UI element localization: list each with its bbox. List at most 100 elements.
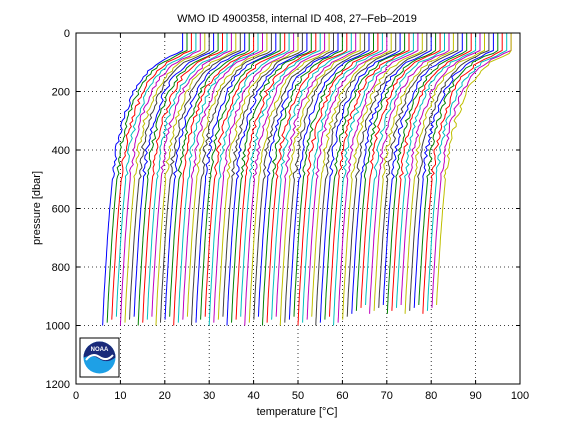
profile-line: [182, 33, 263, 320]
profile-line: [164, 33, 246, 320]
profile-line: [213, 33, 295, 323]
y-tick-label: 0: [64, 28, 70, 40]
profile-line: [169, 33, 250, 317]
profile-line: [208, 33, 290, 326]
profile-line: [155, 33, 237, 326]
x-tick-label: 40: [247, 390, 259, 402]
profile-line: [315, 33, 397, 326]
profile-line: [262, 33, 343, 326]
profile-line: [391, 33, 472, 311]
profile-line: [151, 33, 232, 317]
profile-line: [373, 33, 454, 311]
profile-line: [271, 33, 352, 320]
profile-line: [235, 33, 317, 320]
x-tick-label: 50: [292, 390, 304, 402]
x-tick-label: 60: [336, 390, 348, 402]
logo-top-half: [83, 341, 116, 362]
x-tick-label: 100: [511, 390, 529, 402]
profile-line: [124, 33, 206, 323]
x-tick-label: 10: [114, 390, 126, 402]
profile-line: [386, 33, 468, 314]
profile-line: [186, 33, 268, 317]
profile-line: [436, 33, 512, 306]
profile-line: [426, 33, 508, 311]
logo-gull-icon: [85, 354, 114, 361]
profile-line: [217, 33, 299, 320]
x-tick-label: 20: [159, 390, 171, 402]
profile-line: [355, 33, 437, 311]
y-tick-label: 1000: [46, 321, 70, 333]
profile-line: [337, 33, 419, 323]
y-axis-ticks: 0 200 400 600 800 1000 1200: [46, 28, 520, 391]
profile-line: [431, 33, 512, 308]
profile-line: [142, 33, 223, 323]
profile-line: [248, 33, 330, 323]
profile-line: [253, 33, 334, 320]
x-tick-label: 80: [425, 390, 437, 402]
x-axis-label: temperature [°C]: [257, 406, 338, 418]
profile-line: [133, 33, 215, 317]
profile-line: [204, 33, 286, 317]
profile-line: [396, 33, 477, 308]
profile-line: [346, 33, 428, 317]
profile-line: [409, 33, 490, 311]
x-tick-label: 0: [73, 390, 79, 402]
profile-line: [418, 33, 499, 306]
profile-line: [400, 33, 481, 306]
profile-line: [222, 33, 303, 317]
y-tick-label: 400: [52, 145, 70, 157]
profile-line: [422, 33, 503, 314]
profile-line: [333, 33, 414, 326]
profile-lines: [102, 33, 512, 326]
profile-line: [200, 33, 281, 320]
profile-line: [293, 33, 374, 317]
profile-line: [240, 33, 321, 317]
profile-line: [369, 33, 450, 314]
profile-line: [382, 33, 463, 306]
profile-line: [279, 33, 361, 326]
profile-line: [115, 33, 197, 317]
profile-line: [297, 33, 379, 326]
profile-line: [288, 33, 370, 320]
profile-line: [102, 33, 184, 326]
x-tick-label: 70: [381, 390, 393, 402]
plot-area: 0 10 20 30 40 50 60 70 80 90 100 0 200 400 600 800 1000…: [46, 28, 530, 402]
profile-line: [284, 33, 366, 323]
y-axis-label: pressure [dbar]: [31, 171, 43, 245]
profile-line: [111, 33, 192, 320]
x-tick-label: 30: [203, 390, 215, 402]
profile-line: [190, 33, 272, 326]
noaa-logo: NOAA: [79, 337, 120, 378]
profile-line: [360, 33, 441, 308]
profile-line: [413, 33, 494, 308]
profile-line: [302, 33, 383, 323]
profile-line: [329, 33, 410, 317]
profile-line: [119, 33, 201, 326]
profile-line: [226, 33, 308, 326]
profile-line: [177, 33, 259, 323]
y-tick-label: 600: [52, 204, 70, 216]
profile-line: [257, 33, 339, 317]
x-tick-label: 90: [469, 390, 481, 402]
profile-line: [244, 33, 326, 326]
profile-line: [129, 33, 210, 320]
profile-line: [146, 33, 228, 320]
y-tick-label: 200: [52, 87, 70, 99]
profile-line: [173, 33, 255, 326]
profile-line: [324, 33, 406, 320]
profile-line: [342, 33, 423, 320]
profile-line: [311, 33, 392, 317]
profile-line: [319, 33, 401, 323]
profile-line: [266, 33, 348, 323]
chart-title: WMO ID 4900358, internal ID 408, 27–Feb–…: [177, 13, 417, 25]
profile-line: [195, 33, 277, 323]
profile-line: [137, 33, 219, 326]
y-tick-label: 800: [52, 262, 70, 274]
profile-line: [275, 33, 357, 317]
profile-line: [404, 33, 485, 314]
profile-line: [306, 33, 388, 320]
profile-line: [231, 33, 312, 323]
profile-line: [378, 33, 459, 308]
logo-text: NOAA: [91, 347, 109, 353]
